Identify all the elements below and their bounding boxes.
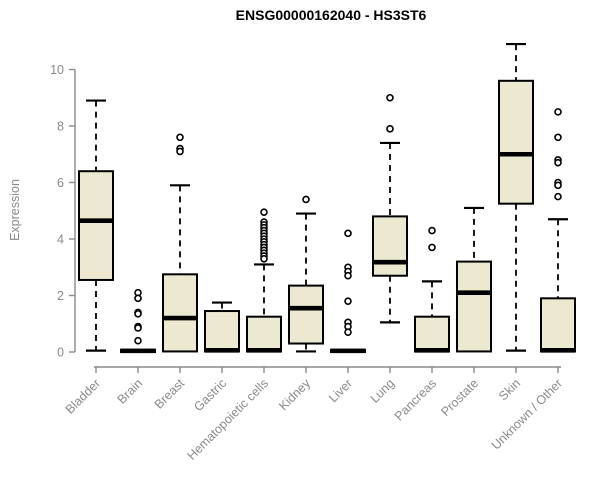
box: [498, 79, 534, 205]
x-tick-label: Skin: [496, 376, 523, 403]
outlier-point: [344, 229, 352, 238]
y-tick-label: 10: [50, 63, 64, 77]
box: [162, 273, 198, 353]
boxplot-skin: [498, 42, 534, 352]
box: [246, 315, 282, 353]
outlier-point: [386, 125, 394, 133]
boxplot-prostate: [456, 206, 492, 353]
x-tick-label: Bladder: [63, 376, 103, 416]
outlier-point: [176, 147, 184, 156]
x-tick-label: Lung: [368, 376, 398, 406]
boxplot-hematopoietic-cells: [246, 208, 282, 353]
outlier-point: [554, 158, 562, 167]
box: [414, 315, 450, 353]
x-tick-label: Gastric: [191, 376, 229, 414]
outlier-point: [134, 294, 142, 303]
x-tick-label: Brain: [115, 376, 146, 407]
outlier-point: [134, 310, 142, 318]
outlier-point: [554, 108, 562, 116]
outlier-point: [554, 181, 562, 190]
x-tick-label: Prostate: [438, 376, 481, 419]
chart-title: ENSG00000162040 - HS3ST6: [235, 7, 427, 23]
outlier-point: [344, 271, 352, 280]
x-tick-label: Liver: [326, 376, 355, 405]
y-tick-label: 8: [57, 120, 64, 134]
box: [78, 170, 114, 281]
boxplot-unknown-other: [540, 108, 576, 353]
boxplot-brain: [120, 288, 156, 354]
outlier-point: [302, 195, 310, 204]
outlier-point: [344, 297, 352, 305]
y-tick-label: 2: [57, 289, 64, 303]
box: [540, 297, 576, 353]
outlier-point: [134, 324, 142, 332]
outlier-point: [176, 133, 184, 142]
x-tick-label: Breast: [152, 376, 188, 412]
x-tick-label: Pancreas: [392, 376, 439, 423]
outlier-point: [344, 328, 352, 337]
outlier-point: [554, 133, 562, 142]
box: [204, 310, 240, 353]
boxplot-liver: [330, 229, 366, 354]
boxplot-breast: [162, 133, 198, 353]
boxplot-lung: [372, 93, 408, 324]
boxplot-pancreas: [414, 226, 450, 353]
box: [456, 260, 492, 353]
x-tick-label: Kidney: [276, 376, 313, 413]
outlier-point: [428, 226, 436, 235]
outlier-point: [134, 336, 142, 345]
box: [288, 284, 324, 345]
outlier-point: [554, 192, 562, 201]
y-tick-label: 6: [57, 176, 64, 190]
x-tick-label: Unknown / Other: [489, 376, 565, 452]
x-tick-label: Hematopoietic cells: [185, 376, 272, 463]
y-axis: 0 2 4 6 8 10: [50, 63, 76, 360]
y-tick-label: 4: [57, 233, 64, 247]
boxplot-kidney: [288, 195, 324, 353]
boxplot-gastric: [204, 301, 240, 353]
outlier-point: [428, 243, 436, 252]
outlier-point: [386, 93, 394, 102]
boxplot-bladder: [78, 99, 114, 352]
outlier-point: [260, 208, 268, 216]
outlier-point: [260, 254, 268, 263]
y-tick-label: 0: [57, 346, 64, 360]
box: [372, 215, 408, 277]
